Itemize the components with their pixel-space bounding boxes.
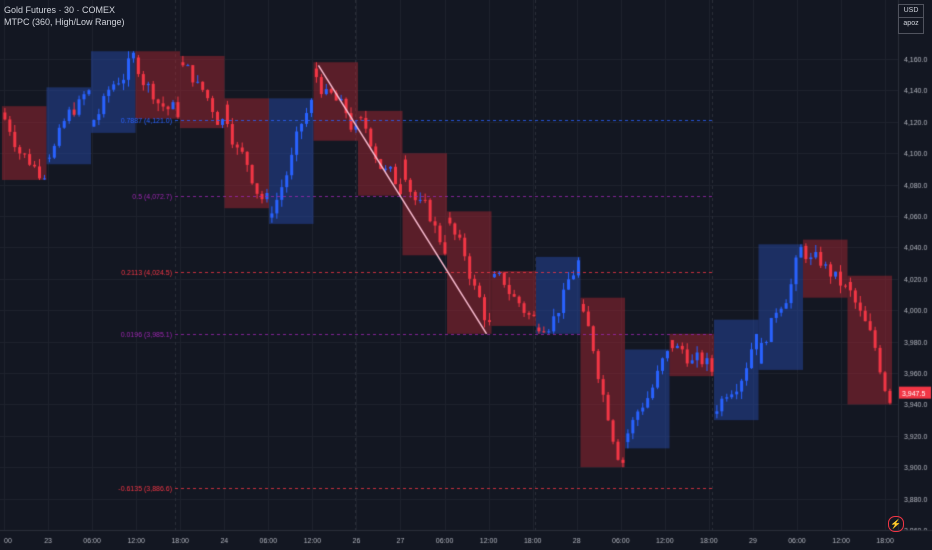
indicator-label[interactable]: MTPC (360, High/Low Range) (4, 17, 125, 27)
currency-label: USD (903, 7, 919, 14)
unit-label: apoz (899, 17, 923, 30)
symbol-title[interactable]: Gold Futures · 30 · COMEX (4, 5, 116, 15)
chart-header: Gold Futures · 30 · COMEX MTPC (360, Hig… (4, 4, 125, 28)
currency-unit-selector[interactable]: USD apoz (898, 4, 924, 34)
lightning-icon[interactable]: ⚡ (888, 516, 904, 532)
